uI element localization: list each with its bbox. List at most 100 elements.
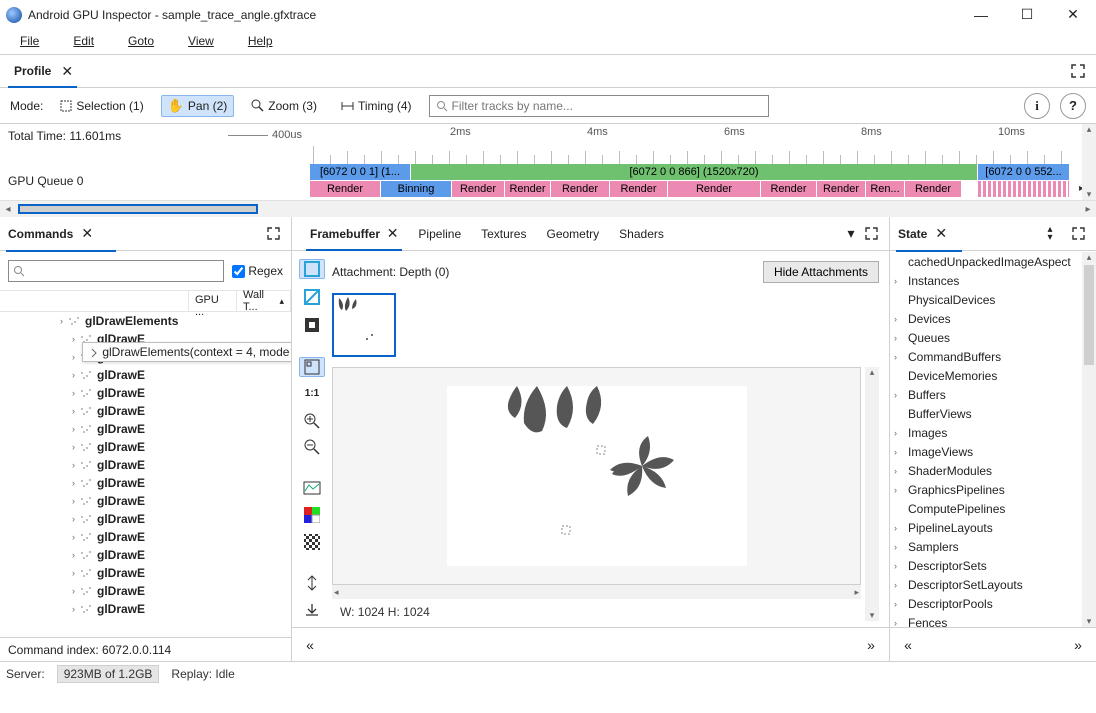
tab-pipeline[interactable]: Pipeline [408,217,471,250]
tab-framebuffer[interactable]: Framebuffer ✕ [300,217,408,250]
state-item[interactable]: BufferViews [890,404,1082,423]
command-row[interactable]: ›glDrawE [0,366,291,384]
tab-shaders[interactable]: Shaders [609,217,674,250]
state-vscroll[interactable]: ▴▾ [1082,252,1096,627]
zoom-in-icon[interactable] [299,411,325,430]
timing-tool[interactable]: Timing (4) [334,96,419,116]
close-icon[interactable]: ✕ [61,63,73,80]
state-tree[interactable]: cachedUnpackedImageAspect›InstancesPhysi… [890,252,1082,627]
command-row[interactable]: ›glDrawE [0,492,291,510]
tool-color-picker[interactable] [299,505,325,524]
command-row[interactable]: ›glDrawElements [0,312,291,330]
nav-last-icon[interactable]: » [861,635,881,655]
state-item[interactable]: cachedUnpackedImageAspect [890,252,1082,271]
filter-input[interactable]: Filter tracks by name... [429,95,769,117]
command-row[interactable]: ›glDrawE [0,384,291,402]
state-item[interactable]: ›ImageViews [890,442,1082,461]
tool-color-channel[interactable] [299,259,325,279]
tool-depth-channel[interactable] [299,287,325,307]
tool-histogram[interactable] [299,478,325,497]
fb-hscroll[interactable]: ◂▸ [332,585,861,599]
command-row[interactable]: ›glDrawE [0,546,291,564]
commands-title: Commands [8,227,73,241]
command-row[interactable]: ›glDrawE [0,510,291,528]
command-row[interactable]: ›glDrawE [0,474,291,492]
hide-attachments-button[interactable]: Hide Attachments [763,261,879,283]
state-item[interactable]: ComputePipelines [890,499,1082,518]
fullscreen-icon[interactable] [861,224,881,244]
commands-list[interactable]: glDrawElements(context = 4, mode = GL_TR… [0,312,291,637]
fullscreen-icon[interactable] [263,224,283,244]
zoom-tool[interactable]: Zoom (3) [244,96,324,116]
nav-last-icon[interactable]: » [1068,635,1088,655]
command-row[interactable]: ›glDrawE [0,582,291,600]
save-icon[interactable] [299,600,325,619]
state-item[interactable]: ›Images [890,423,1082,442]
close-icon[interactable]: ✕ [81,225,93,242]
fullscreen-icon[interactable] [1068,61,1088,81]
tool-flip-v[interactable] [299,573,325,592]
state-item[interactable]: ›DescriptorSets [890,556,1082,575]
close-button[interactable]: ✕ [1050,0,1096,29]
state-item[interactable]: ›Buffers [890,385,1082,404]
pan-tool[interactable]: ✋ Pan (2) [161,95,235,117]
state-footer: « » [890,627,1096,661]
command-row[interactable]: ›glDrawE [0,600,291,618]
command-row[interactable]: ›glDrawE [0,528,291,546]
command-row[interactable]: ›glDrawE [0,456,291,474]
command-row[interactable]: ›glDrawE [0,438,291,456]
command-index-footer: Command index: 6072.0.0.114 [0,637,291,661]
state-item[interactable]: ›DescriptorPools [890,594,1082,613]
command-search-input[interactable] [8,260,224,282]
chevron-down-icon[interactable]: ▾ [841,224,861,244]
menu-file[interactable]: File [4,32,55,50]
state-item[interactable]: ›ShaderModules [890,461,1082,480]
minimize-button[interactable]: — [958,0,1004,29]
state-item[interactable]: ›GraphicsPipelines [890,480,1082,499]
command-row[interactable]: ›glDrawE [0,420,291,438]
state-item[interactable]: ›PipelineLayouts [890,518,1082,537]
command-row[interactable]: ›glDrawE [0,402,291,420]
nav-first-icon[interactable]: « [300,635,320,655]
tool-overlay[interactable] [299,315,325,335]
info-button[interactable]: i [1024,93,1050,119]
maximize-button[interactable]: ☐ [1004,0,1050,29]
timeline-hscroll[interactable]: ◂▸ [0,201,1096,217]
tab-textures[interactable]: Textures [471,217,536,250]
profile-tab[interactable]: Profile ✕ [8,55,77,87]
menu-view[interactable]: View [172,32,230,50]
tool-actual-size[interactable]: 1:1 [299,385,325,404]
regex-checkbox[interactable]: Regex [232,264,283,278]
state-item[interactable]: ›Instances [890,271,1082,290]
expand-icon[interactable]: ▴▾ [1040,224,1060,244]
state-item[interactable]: PhysicalDevices [890,290,1082,309]
menu-edit[interactable]: Edit [57,32,110,50]
tab-geometry[interactable]: Geometry [536,217,609,250]
state-item[interactable]: ›Fences [890,613,1082,627]
command-row[interactable]: ›glDrawE [0,564,291,582]
state-item[interactable]: DeviceMemories [890,366,1082,385]
close-icon[interactable]: ✕ [935,225,947,242]
nav-first-icon[interactable]: « [898,635,918,655]
state-item[interactable]: ›Queues [890,328,1082,347]
state-item[interactable]: ›DescriptorSetLayouts [890,575,1082,594]
tool-checker[interactable] [299,532,325,552]
attachment-thumbnail[interactable] [332,293,396,357]
framebuffer-view[interactable] [332,367,861,585]
state-item[interactable]: ›Devices [890,309,1082,328]
close-icon[interactable]: ✕ [387,225,399,242]
menu-goto[interactable]: Goto [112,32,170,50]
search-icon [13,265,25,277]
selection-tool[interactable]: Selection (1) [53,96,150,116]
timeline-tracks[interactable]: 2ms4ms6ms8ms10ms [6072 0 0 1] (1...[6072… [310,124,1082,200]
state-item[interactable]: ›CommandBuffers [890,347,1082,366]
state-item[interactable]: ›Samplers [890,537,1082,556]
timeline-vscroll[interactable]: ▴▾ [1082,124,1096,200]
zoom-out-icon[interactable] [299,438,325,457]
menu-help[interactable]: Help [232,32,289,50]
tool-fit[interactable] [299,357,325,377]
fullscreen-icon[interactable] [1068,224,1088,244]
help-button[interactable]: ? [1060,93,1086,119]
window-title: Android GPU Inspector - sample_trace_ang… [28,8,958,22]
fb-vscroll[interactable]: ▴▾ [865,367,879,621]
